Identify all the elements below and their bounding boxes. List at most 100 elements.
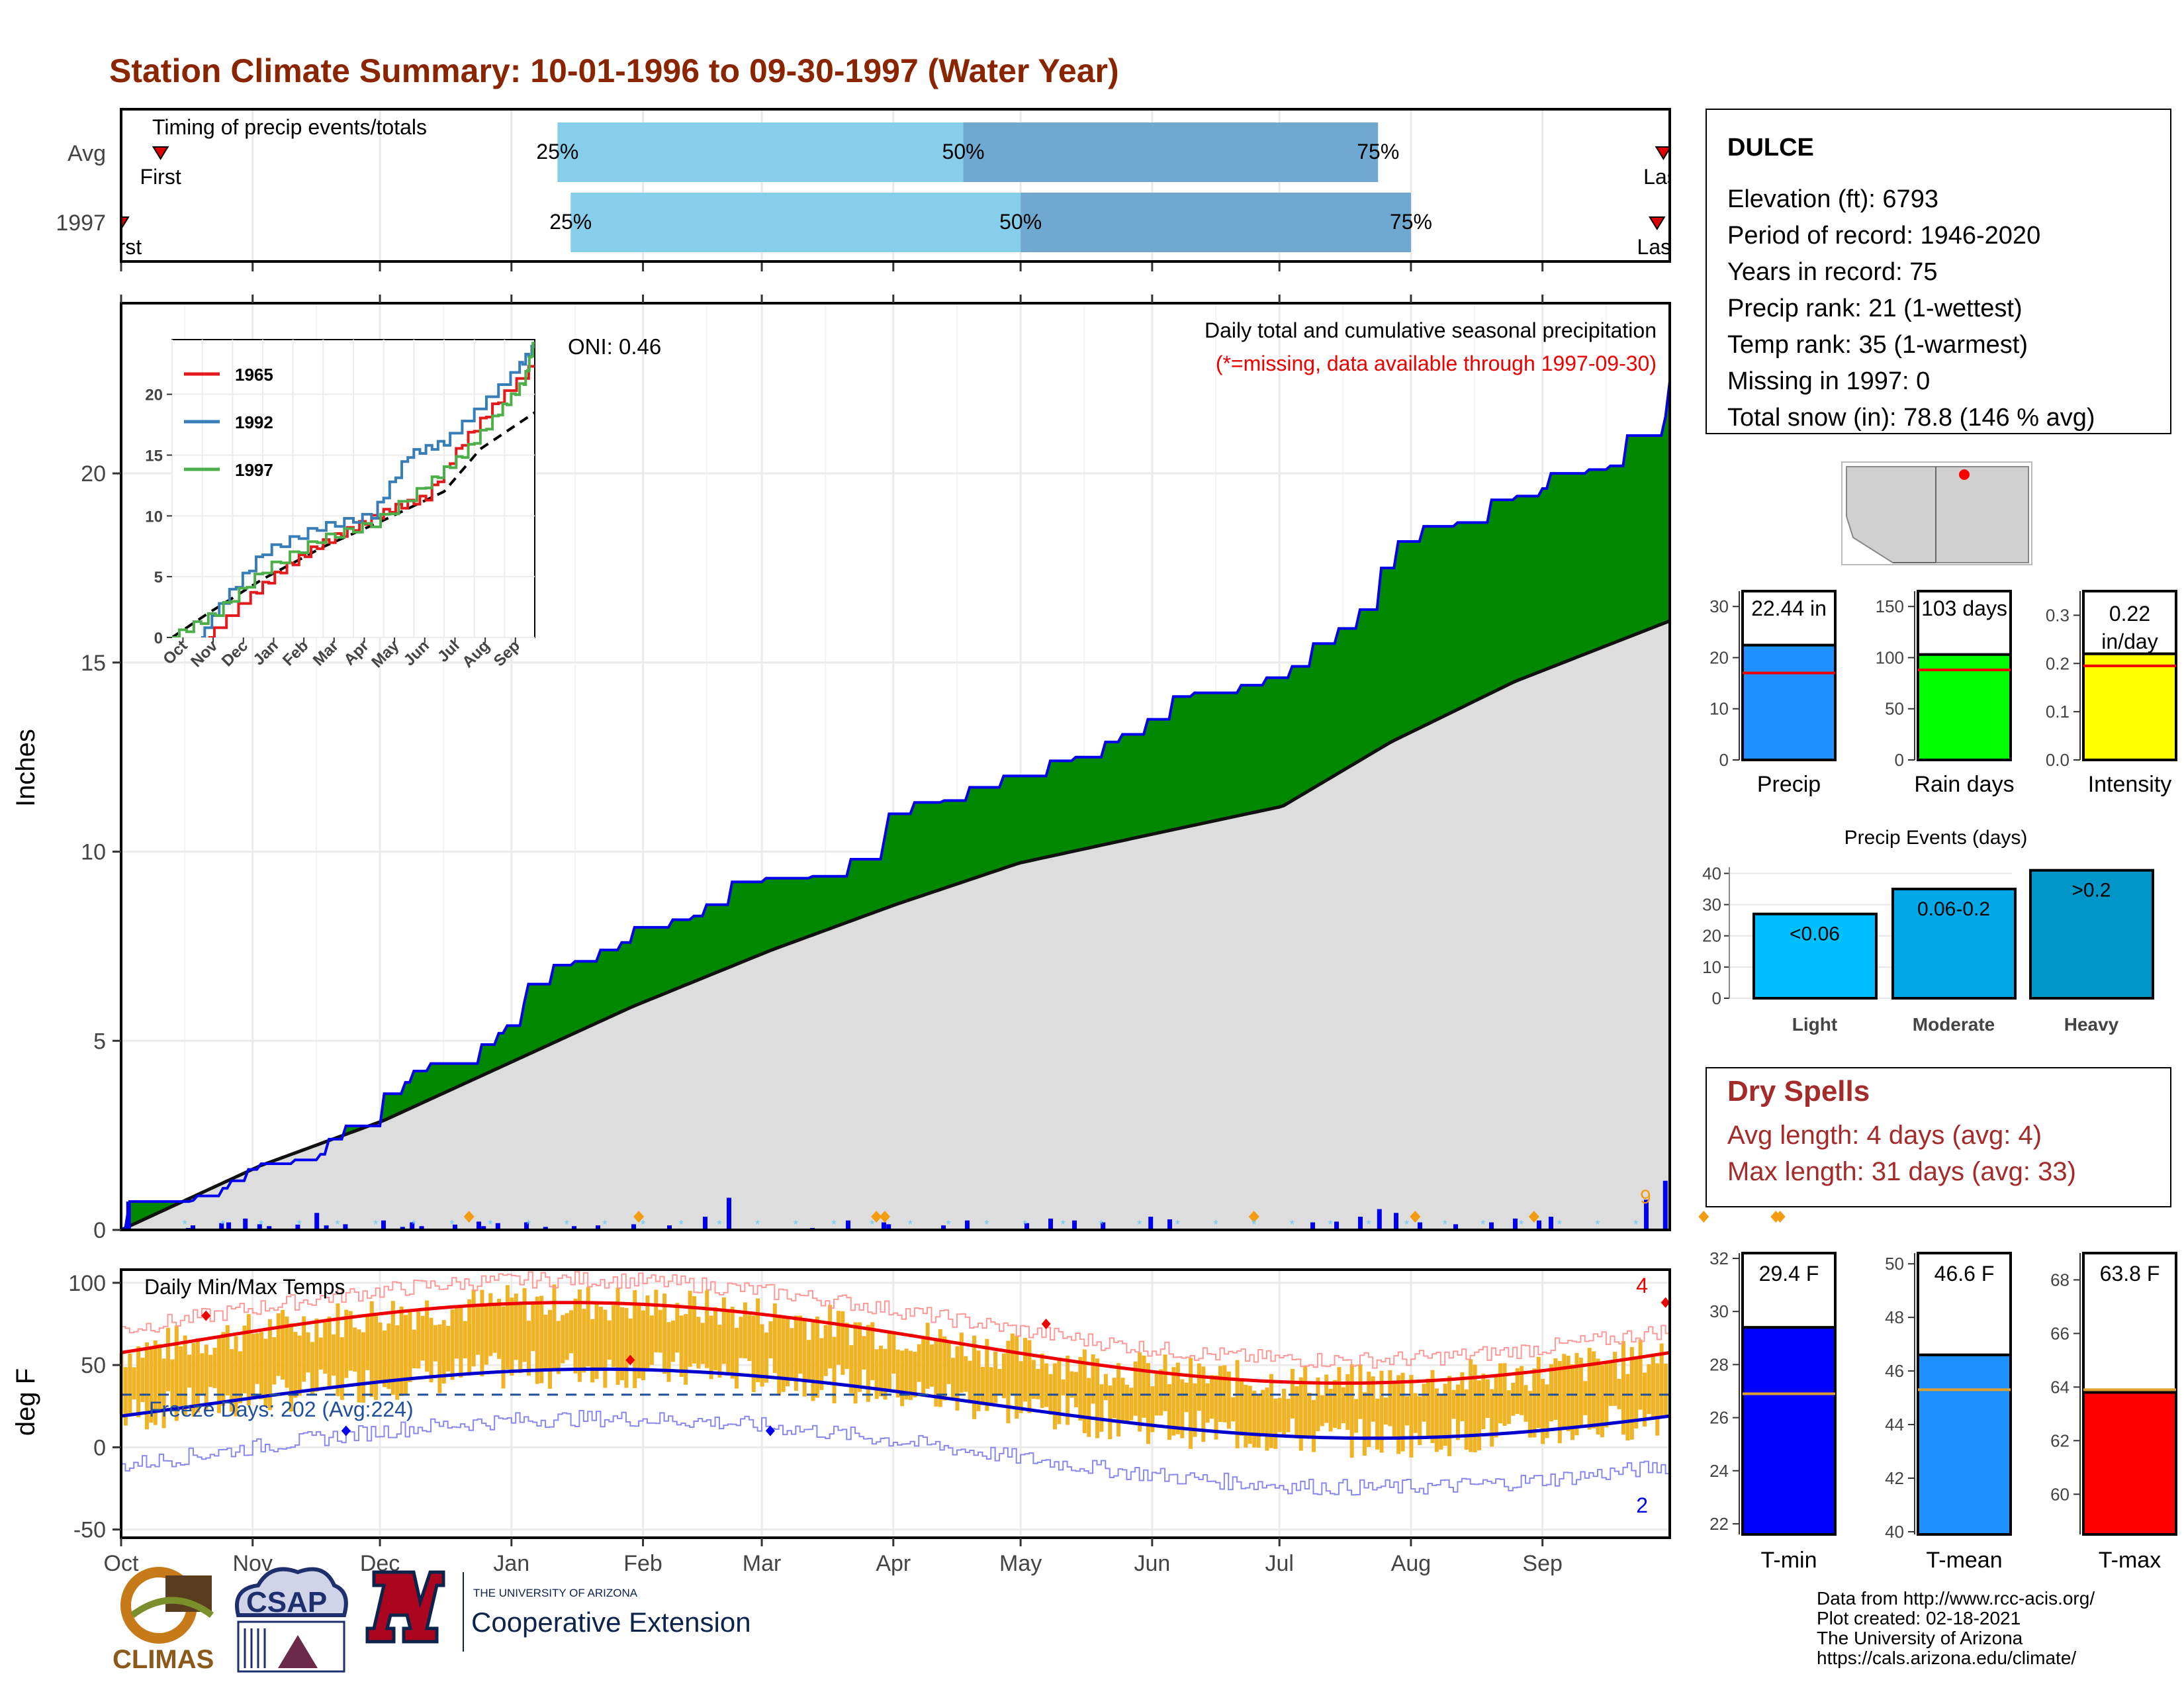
temp-summary-name-label: T-mean (1926, 1548, 2002, 1573)
temp-panel-label: Daily Min/Max Temps (144, 1275, 345, 1299)
temp-summary-ytick-label: 48 (1885, 1307, 1904, 1327)
trace-marker: * (297, 1218, 302, 1231)
dry-spells-max: Max length: 31 days (avg: 33) (1727, 1157, 2076, 1186)
daily-temp-bar (306, 1332, 310, 1373)
daily-temp-bar (1600, 1365, 1604, 1438)
daily-temp-bar (925, 1323, 930, 1389)
daily-temp-bar (641, 1310, 646, 1381)
daily-precip-bar (191, 1225, 195, 1230)
daily-temp-bar (1439, 1395, 1443, 1450)
daily-temp-bar (1655, 1363, 1660, 1436)
daily-temp-bar (1643, 1372, 1647, 1427)
daily-precip-bar (965, 1220, 970, 1230)
daily-temp-bar (1265, 1387, 1269, 1451)
timing-quantile-label: 25% (536, 140, 578, 164)
daily-temp-bar (1087, 1378, 1091, 1437)
daily-temp-bar (272, 1336, 277, 1385)
daily-temp-bar (1333, 1380, 1338, 1429)
trace-marker: * (526, 1218, 531, 1231)
daily-temp-bar (136, 1346, 141, 1418)
daily-temp-bar (1277, 1397, 1282, 1432)
daily-temp-bar (811, 1322, 815, 1401)
daily-temp-bar (497, 1299, 502, 1359)
page-title: Station Climate Summary: 10-01-1996 to 0… (109, 52, 1119, 89)
daily-precip-bar (1453, 1224, 1458, 1230)
daily-temp-bar (1103, 1374, 1108, 1401)
temp-summary-ytick-label: 64 (2050, 1377, 2070, 1397)
daily-temp-bar (908, 1350, 913, 1401)
daily-precip-bar (1418, 1222, 1422, 1230)
trace-marker: * (373, 1218, 378, 1231)
daily-temp-bar (365, 1313, 370, 1370)
daily-temp-bar (1371, 1376, 1375, 1422)
daily-temp-bar (1613, 1352, 1617, 1406)
daily-temp-bar (285, 1316, 289, 1388)
daily-precip-bar (1101, 1222, 1106, 1230)
month-tick-label: May (999, 1551, 1042, 1576)
daily-temp-bar (327, 1317, 332, 1389)
temp-summary-value-label: 29.4 F (1759, 1262, 1819, 1286)
snow-event-marker (879, 1211, 890, 1223)
daily-temp-bar (858, 1322, 862, 1392)
daily-precip-bar (419, 1226, 424, 1230)
trace-marker: * (1328, 1218, 1333, 1231)
daily-precip-bar (1513, 1218, 1518, 1230)
daily-temp-bar (492, 1302, 497, 1353)
daily-temp-bar (832, 1336, 837, 1404)
daily-temp-bar (1664, 1363, 1668, 1415)
temp-summary-ytick-label: 44 (1885, 1415, 1904, 1434)
daily-temp-bar (1328, 1389, 1333, 1432)
first-event-label: First (101, 235, 142, 259)
daily-precip-bar (631, 1224, 636, 1230)
daily-temp-bar (204, 1344, 208, 1411)
daily-temp-bar (1405, 1396, 1410, 1426)
daily-temp-bar (318, 1337, 323, 1370)
daily-temp-bar (1566, 1356, 1570, 1432)
daily-temp-bar (891, 1331, 896, 1374)
dry-spells-title: Dry Spells (1727, 1075, 1870, 1107)
daily-temp-bar (866, 1325, 870, 1402)
trace-marker: * (1557, 1218, 1562, 1231)
daily-precip-bar (1334, 1221, 1339, 1230)
trace-marker: * (908, 1218, 913, 1231)
summary-name-label: Intensity (2088, 772, 2172, 797)
daily-temp-bar (548, 1309, 553, 1389)
daily-temp-bar (726, 1309, 731, 1373)
daily-temp-bar (696, 1317, 701, 1369)
daily-temp-bar (1073, 1372, 1078, 1407)
inset-series-1997 (172, 342, 535, 637)
temp-summary-bar-1 (1917, 1353, 2012, 1536)
daily-temp-bar (1150, 1386, 1155, 1432)
summary-ytick-label: 30 (1709, 596, 1729, 616)
daily-temp-bar (1066, 1355, 1070, 1425)
temp-summary-bars: 22 24 26 28 30 32 29.4 F T-min 40 42 44 46 48 50 46.6 … (1709, 1248, 2177, 1573)
inset-legend-label: 1997 (235, 460, 273, 480)
daily-temp-bar (798, 1315, 803, 1374)
daily-temp-bar (717, 1325, 722, 1378)
trace-marker: * (565, 1218, 569, 1231)
summary-ytick-label: 100 (1876, 647, 1904, 667)
daily-temp-bar (772, 1303, 777, 1374)
daily-temp-bar (1078, 1356, 1083, 1421)
last-event-marker (1655, 146, 1670, 160)
daily-precip-bar (1310, 1222, 1315, 1230)
daily-temp-bar (688, 1290, 692, 1367)
daily-temp-bar (794, 1315, 798, 1391)
daily-temp-bar (853, 1322, 858, 1404)
daily-temp-bar (1133, 1361, 1138, 1416)
daily-temp-bar (1426, 1378, 1431, 1437)
daily-temp-bar (700, 1323, 705, 1364)
daily-temp-bar (1252, 1390, 1257, 1448)
daily-temp-bar (161, 1358, 166, 1429)
daily-temp-bar (200, 1353, 205, 1395)
temp-summary-ytick-label: 46 (1885, 1361, 1904, 1381)
daily-temp-bar (1511, 1382, 1516, 1416)
month-tick-label: Mar (743, 1551, 782, 1576)
month-tick-label: Jan (493, 1551, 529, 1576)
daily-temp-bar (174, 1325, 179, 1421)
daily-temp-bar (955, 1346, 960, 1411)
ua-logo: THE UNIVERSITY OF ARIZONA Cooperative Ex… (365, 1570, 751, 1652)
daily-temp-bar (1015, 1335, 1019, 1419)
daily-temp-bar (314, 1318, 319, 1392)
daily-temp-bar (412, 1329, 416, 1368)
